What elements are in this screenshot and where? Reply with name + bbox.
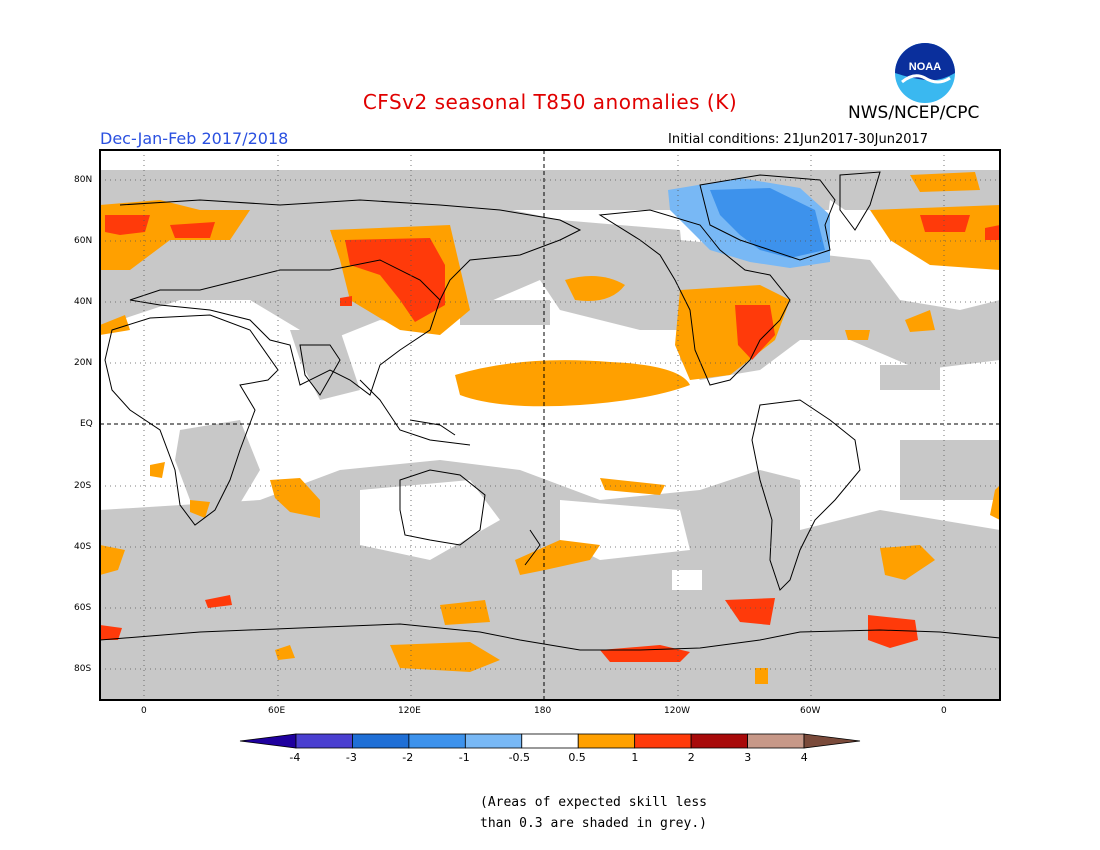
lon-label: 0 <box>141 706 147 716</box>
colorbar-swatch <box>521 733 579 749</box>
colorbar-tick-label: -3 <box>345 751 357 764</box>
map-frame <box>99 149 1001 701</box>
skill-note-line: than 0.3 are shaded in grey.) <box>480 816 707 831</box>
colorbar-swatch <box>577 733 636 749</box>
colorbar-swatch <box>634 733 692 749</box>
lon-label: 0 <box>941 706 947 716</box>
initial-conditions-label: Initial conditions: 21Jun2017-30Jun2017 <box>668 132 929 147</box>
lat-label: 20N <box>74 358 93 368</box>
colorbar-swatch <box>295 733 353 749</box>
colorbar-max-arrow <box>803 733 861 749</box>
skill-note-line: (Areas of expected skill less <box>480 795 707 810</box>
warm-anomaly-1-2 <box>100 215 1000 662</box>
lat-label: 80S <box>74 664 92 674</box>
season-label: Dec-Jan-Feb 2017/2018 <box>100 129 289 148</box>
reference-lines <box>100 150 1000 700</box>
lon-label: 60W <box>800 706 821 716</box>
skill-note: (Areas of expected skill less than 0.3 a… <box>480 792 707 834</box>
colorbar-tick-label: -1 <box>458 751 470 764</box>
lat-label: 60N <box>74 236 93 246</box>
graticule <box>100 150 1000 700</box>
colorbar-swatch <box>747 733 805 749</box>
lon-label: 120E <box>398 706 421 716</box>
colorbar-tick-label: 0.5 <box>568 751 586 764</box>
lat-label: 60S <box>74 603 92 613</box>
cool-anomaly-canada <box>668 178 830 268</box>
colorbar-min-arrow <box>239 733 297 749</box>
noaa-logo-icon: NOAA <box>895 43 955 103</box>
colorbar-tick-label: 2 <box>687 751 695 764</box>
lat-label: 40S <box>74 542 92 552</box>
colorbar-swatch <box>690 733 748 749</box>
lat-label: 20S <box>74 481 92 491</box>
coastlines <box>100 171 1000 651</box>
colorbar <box>239 733 861 749</box>
lat-label: EQ <box>80 419 93 429</box>
lon-label: 120W <box>664 706 691 716</box>
colorbar-tick-label: -4 <box>289 751 301 764</box>
colorbar-tick-label: -0.5 <box>508 751 531 764</box>
lat-label: 80N <box>74 175 93 185</box>
lat-label: 40N <box>74 297 93 307</box>
colorbar-swatch <box>408 733 466 749</box>
colorbar-swatch <box>352 733 410 749</box>
colorbar-tick-label: 1 <box>631 751 639 764</box>
colorbar-tick-label: 3 <box>744 751 752 764</box>
colorbar-tick-label: 4 <box>800 751 808 764</box>
map-title: CFSv2 seasonal T850 anomalies (K) <box>362 90 738 114</box>
logo-text: NOAA <box>909 61 941 73</box>
colorbar-swatch <box>464 733 523 749</box>
colorbar-tick-label: -2 <box>402 751 414 764</box>
agency-label: NWS/NCEP/CPC <box>848 103 980 123</box>
lon-label: 180 <box>534 706 552 716</box>
lon-label: 60E <box>268 706 286 716</box>
